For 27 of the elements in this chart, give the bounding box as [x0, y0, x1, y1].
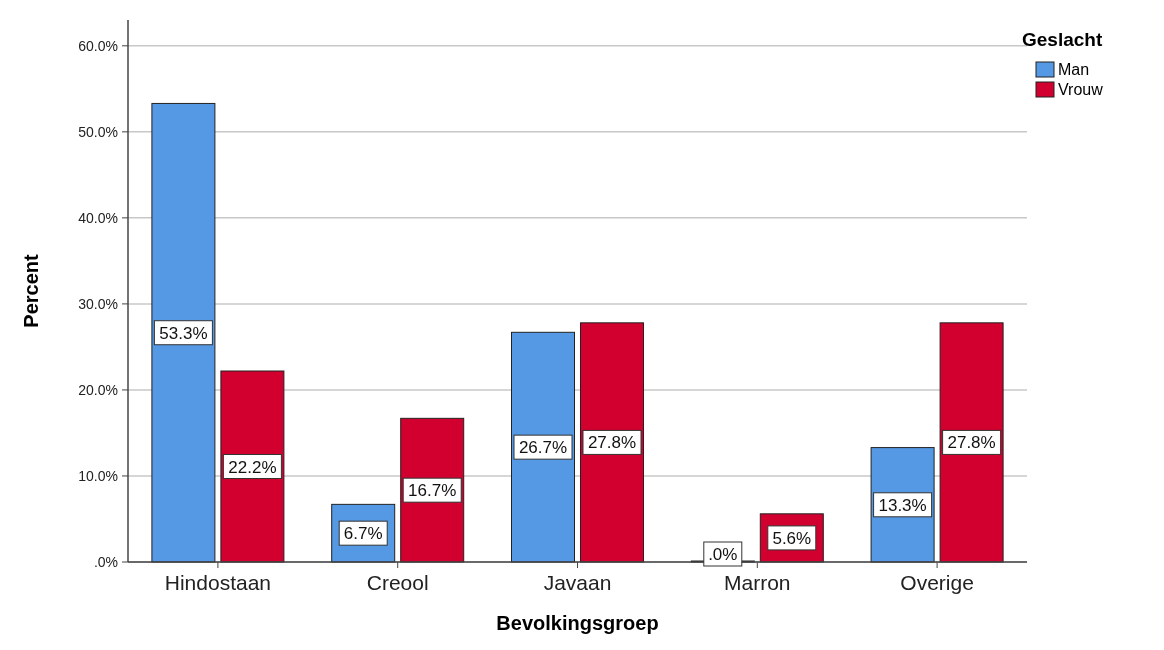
- data-label: 26.7%: [518, 438, 568, 458]
- y-axis-title: Percent: [20, 253, 42, 328]
- x-tick-label: Javaan: [543, 571, 612, 594]
- data-label: 53.3%: [159, 323, 208, 343]
- data-label: 6.7%: [343, 524, 383, 544]
- y-tick-label: .0%: [93, 554, 118, 570]
- x-axis-title: Bevolkingsgroep: [496, 612, 659, 634]
- data-label: 27.8%: [947, 433, 996, 453]
- legend-title: Geslacht: [1022, 29, 1103, 50]
- y-tick-label: 30.0%: [78, 295, 118, 312]
- x-tick-label: Hindostaan: [164, 571, 272, 594]
- data-label: 5.6%: [772, 528, 812, 548]
- legend-label: Man: [1058, 61, 1090, 78]
- data-label: 16.7%: [408, 481, 457, 501]
- data-label: 22.2%: [228, 457, 277, 477]
- legend-label: Vrouw: [1058, 81, 1104, 98]
- x-tick-label: Creool: [366, 571, 429, 594]
- data-label: .0%: [708, 545, 738, 564]
- y-tick-label: 10.0%: [78, 467, 118, 484]
- x-tick-label: Marron: [724, 571, 791, 594]
- y-tick-label: 50.0%: [78, 123, 118, 140]
- y-tick-label: 60.0%: [78, 37, 118, 54]
- data-label: 13.3%: [878, 495, 927, 515]
- x-tick-label: Overige: [900, 571, 974, 594]
- y-tick-label: 40.0%: [78, 209, 118, 226]
- data-label: 27.8%: [587, 433, 637, 453]
- y-tick-label: 20.0%: [78, 381, 118, 398]
